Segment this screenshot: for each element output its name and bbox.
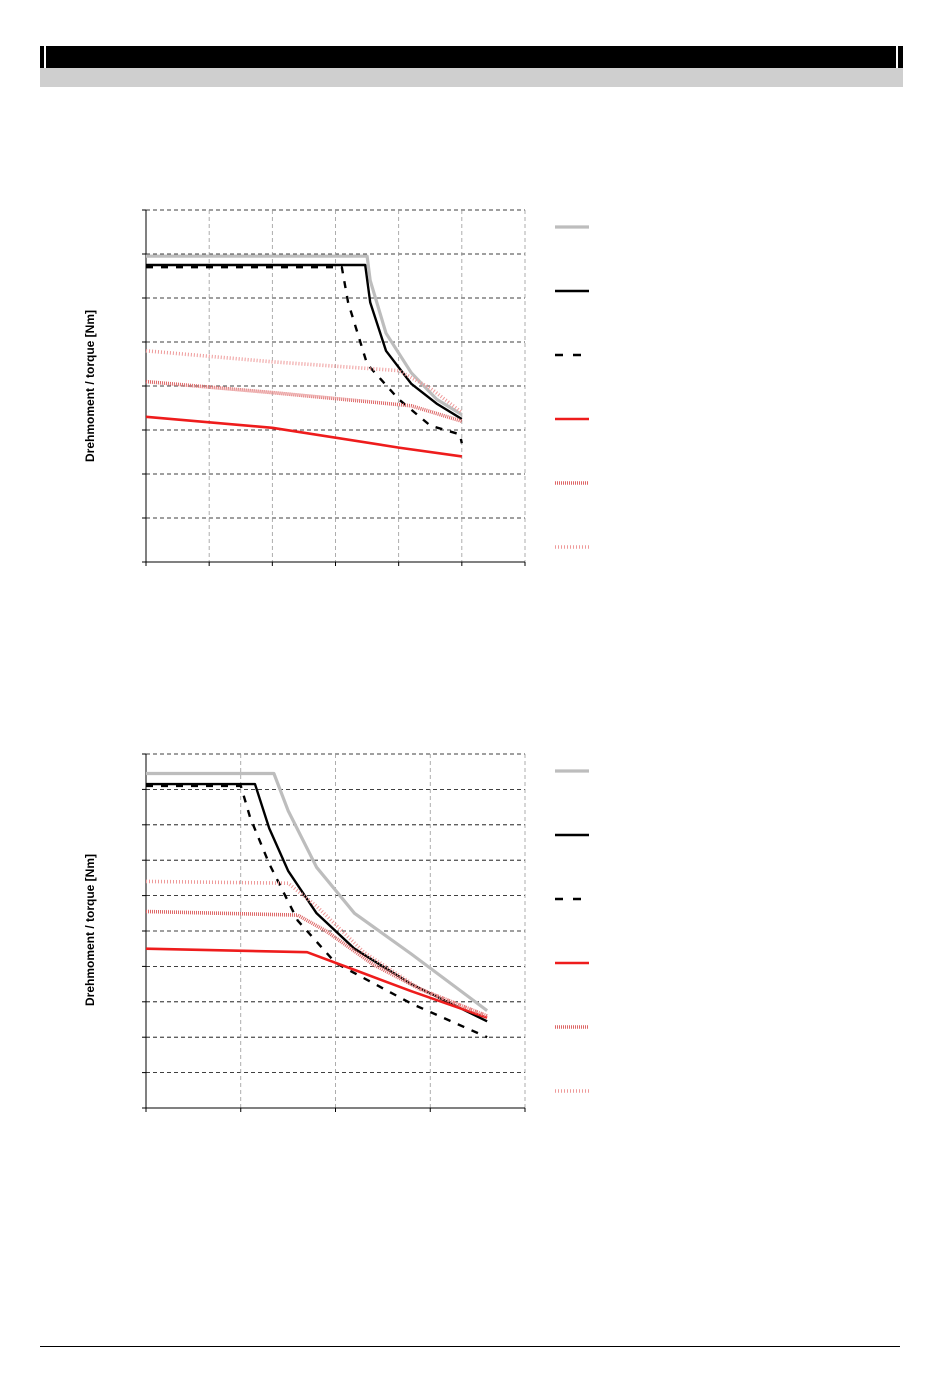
series-line-red-solid	[145, 415, 462, 458]
header-notch	[44, 46, 46, 68]
series-line-red-light	[145, 349, 463, 414]
header-bar	[40, 46, 903, 68]
y-axis-label: Drehmoment / torque [Nm]	[83, 854, 97, 1006]
series-line-red-dense	[145, 909, 488, 1018]
footer-rule	[40, 1346, 900, 1347]
series-line-black-dashed	[146, 265, 463, 444]
header-notch	[896, 46, 898, 68]
series-line-black-solid	[146, 782, 488, 1023]
torque-chart-2: Drehmoment / torque [Nm]	[83, 753, 589, 1112]
series-line-red-solid	[145, 947, 488, 1019]
series-line-black-solid	[146, 263, 463, 421]
header-subbar	[40, 68, 903, 87]
series-line-red-dense	[145, 379, 463, 423]
series-line-grey-solid	[146, 771, 489, 1012]
torque-chart-1: Drehmoment / torque [Nm]	[83, 209, 589, 566]
y-axis-label: Drehmoment / torque [Nm]	[83, 310, 97, 462]
series-line-red-light	[145, 879, 488, 1018]
series-line-grey-solid	[146, 254, 463, 416]
